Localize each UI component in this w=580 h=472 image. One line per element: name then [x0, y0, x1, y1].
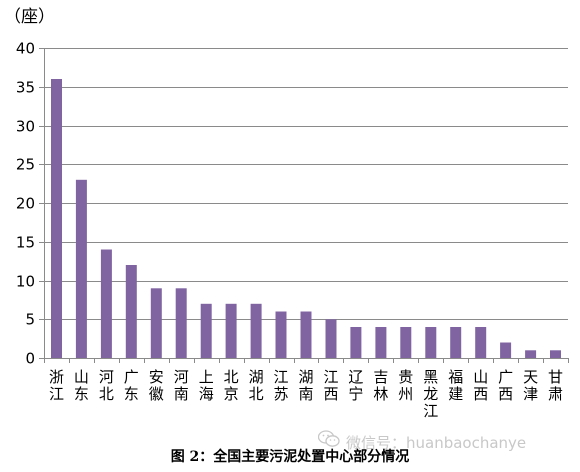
- bar-北京: [225, 303, 237, 359]
- x-tick-label: 广东: [124, 368, 139, 403]
- y-tick-label: 10: [16, 273, 35, 291]
- x-tick-label: 河北: [99, 368, 114, 403]
- bar-广东: [125, 265, 137, 358]
- bar-山东: [75, 179, 87, 359]
- x-tick-label: 甘肃: [548, 368, 563, 403]
- bar-江西: [325, 319, 337, 359]
- bar-辽宁: [350, 327, 362, 358]
- bar-吉林: [375, 327, 387, 358]
- x-axis-ticks: 浙江山东河北广东安徽河南上海北京湖北江苏湖南江西辽宁吉林贵州黑龙江福建山西广西天…: [44, 358, 569, 420]
- bar-黑龙江: [425, 327, 437, 358]
- axes: [44, 48, 568, 359]
- y-tick-label: 0: [25, 350, 35, 368]
- x-tick-label: 黑龙江: [423, 368, 438, 420]
- gridlines: [44, 48, 568, 320]
- y-tick-label: 35: [16, 79, 35, 97]
- wechat-icon: [318, 430, 340, 447]
- x-tick-label: 江苏: [273, 368, 288, 403]
- y-axis-unit-label: （座）: [4, 7, 55, 27]
- x-tick-label: 浙江: [49, 368, 64, 403]
- y-tick-label: 40: [16, 40, 35, 58]
- bar-河北: [100, 249, 112, 358]
- x-tick-label: 吉林: [373, 368, 388, 403]
- bar-福建: [450, 327, 462, 358]
- watermark-text: 微信号：huanbaochanye: [346, 434, 527, 452]
- bar-贵州: [400, 327, 412, 358]
- x-tick-label: 山西: [473, 368, 488, 403]
- x-tick-label: 河南: [174, 368, 189, 403]
- bar-山西: [475, 327, 487, 358]
- y-tick-label: 20: [16, 195, 35, 213]
- x-tick-label: 天津: [523, 368, 538, 403]
- y-tick-label: 25: [16, 156, 35, 174]
- bar-广西: [500, 342, 512, 358]
- x-tick-label: 安徽: [149, 368, 164, 403]
- chart-caption: 图 2：全国主要污泥处置中心部分情况: [170, 449, 410, 465]
- bars: [51, 79, 561, 359]
- y-tick-label: 5: [25, 311, 35, 329]
- x-tick-label: 湖南: [298, 368, 313, 403]
- x-tick-label: 湖北: [249, 368, 264, 403]
- y-axis-ticks: 0 5 10 15 20 25 30 35 40: [16, 40, 44, 368]
- y-tick-label: 15: [16, 234, 35, 252]
- bar-浙江: [51, 79, 62, 358]
- bar-甘肃: [550, 350, 561, 359]
- x-tick-label: 辽宁: [348, 368, 363, 403]
- bar-河南: [175, 288, 187, 359]
- bar-上海: [200, 303, 212, 359]
- x-tick-label: 山东: [74, 368, 89, 403]
- bar-湖北: [250, 303, 262, 359]
- bar-江苏: [275, 311, 287, 358]
- bar-天津: [525, 350, 537, 359]
- x-tick-label: 江西: [323, 368, 338, 403]
- bar-湖南: [300, 311, 312, 358]
- y-tick-label: 30: [16, 118, 35, 136]
- bar-安徽: [150, 288, 162, 359]
- x-tick-label: 福建: [448, 368, 463, 403]
- x-tick-label: 广西: [498, 368, 513, 403]
- x-tick-label: 贵州: [398, 368, 413, 403]
- x-tick-label: 北京: [224, 368, 239, 403]
- x-tick-label: 上海: [199, 368, 214, 403]
